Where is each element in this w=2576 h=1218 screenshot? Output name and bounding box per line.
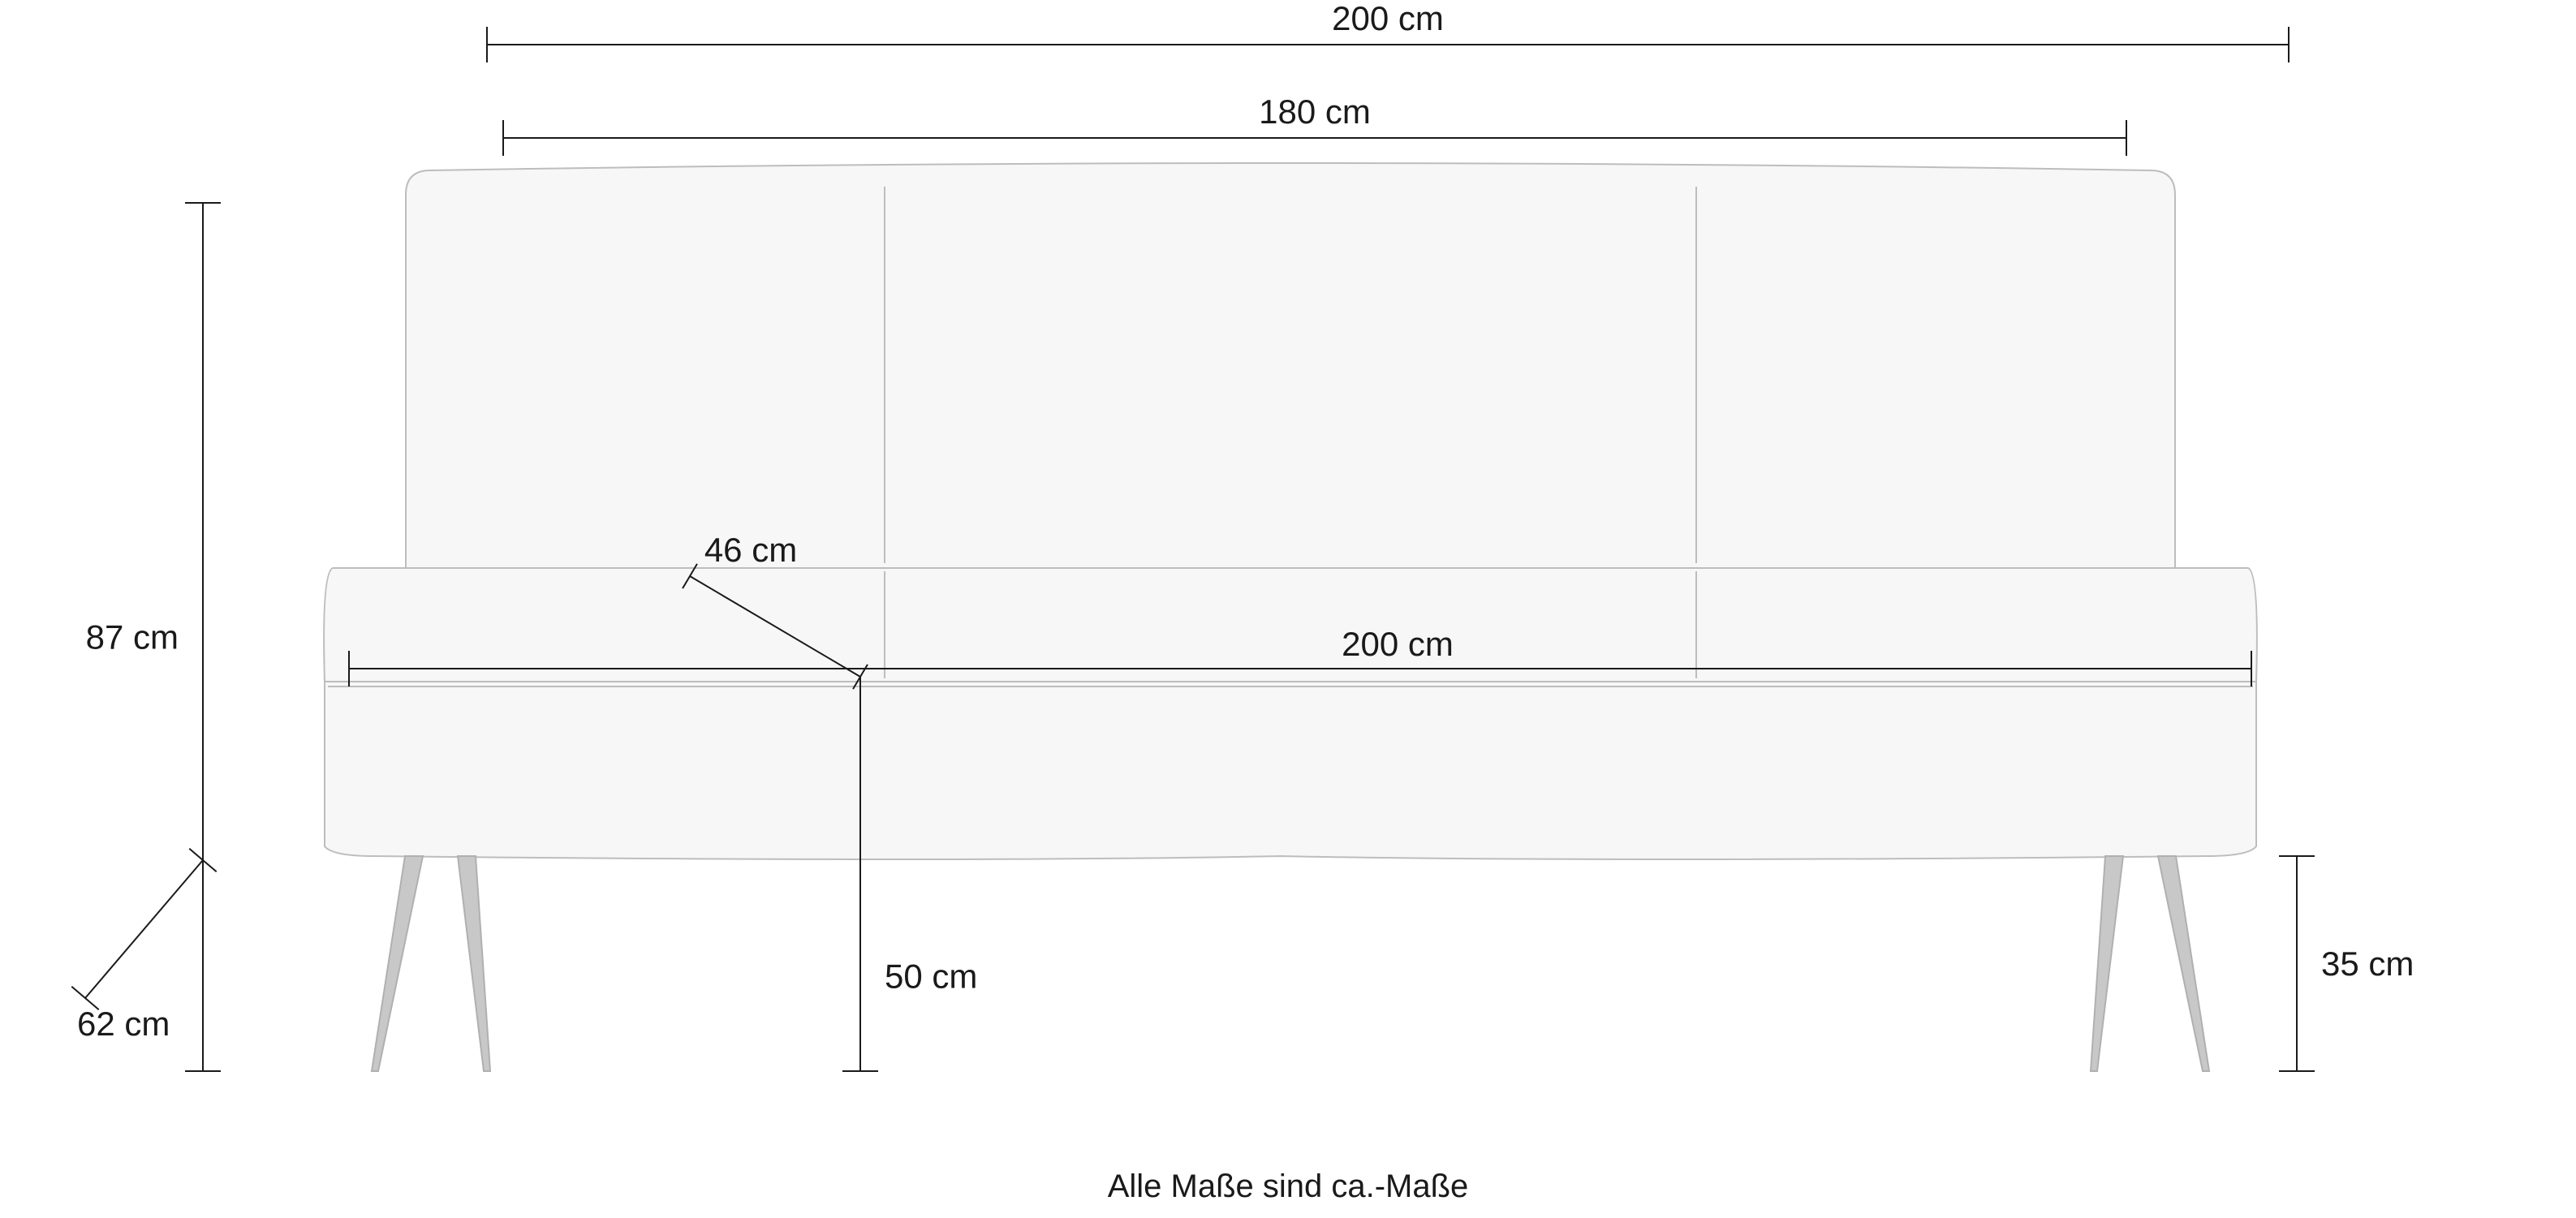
dim-leg-height-35-label: 35 cm: [2321, 945, 2414, 983]
dim-overall-width-label: 200 cm: [1332, 0, 1444, 37]
bench-leg: [372, 856, 423, 1071]
dim-leg-height-35: [2279, 856, 2315, 1071]
dim-overall-height-label: 87 cm: [86, 618, 179, 656]
bench-shape: [324, 163, 2257, 1071]
bench-leg: [2158, 856, 2209, 1071]
dim-depth-label: 62 cm: [77, 1005, 170, 1043]
dim-seat-height-50-label: 50 cm: [885, 958, 977, 996]
dim-depth: [71, 849, 216, 1010]
dim-backrest-width-label: 180 cm: [1259, 93, 1371, 131]
dim-seat-depth-label: 46 cm: [704, 531, 797, 569]
footnote-text: Alle Maße sind ca.-Maße: [1108, 1169, 1469, 1204]
dim-overall-height: [185, 203, 221, 1071]
bench-leg: [458, 856, 490, 1071]
bench-leg: [2091, 856, 2123, 1071]
dimension-diagram: 200 cm 180 cm 87 cm 62 cm 46 cm 50 cm 200 cm 35…: [0, 0, 2576, 1218]
dim-seat-width-label: 200 cm: [1342, 625, 1454, 663]
